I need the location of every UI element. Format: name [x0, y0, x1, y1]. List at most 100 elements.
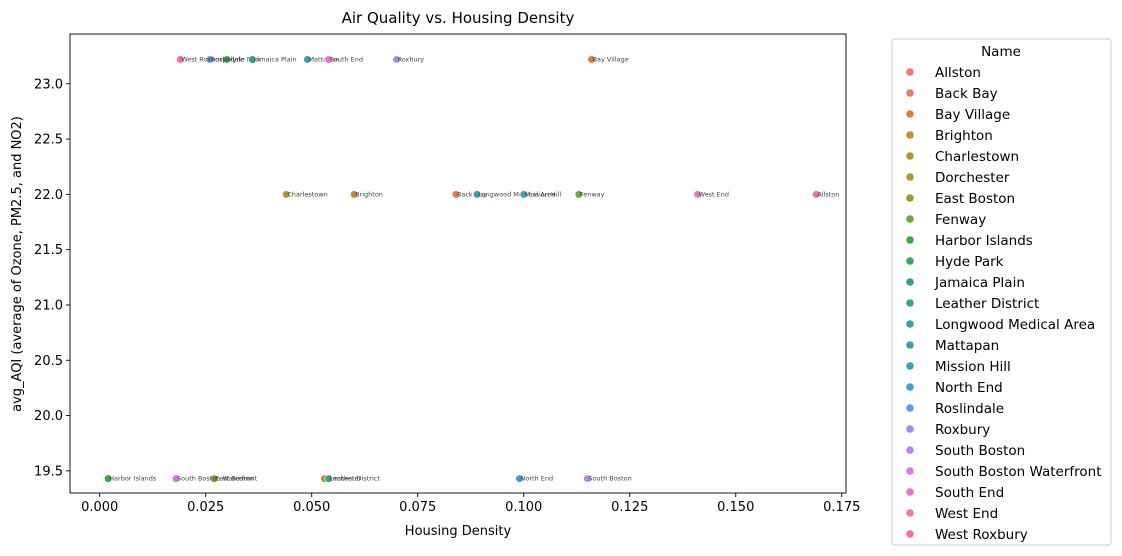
legend-swatch: [906, 257, 914, 265]
point-label: North End: [520, 475, 553, 483]
point-label: Charlestown: [287, 190, 327, 198]
point-marker: [205, 55, 215, 64]
legend-entry-label: Back Bay: [935, 86, 998, 102]
point-label: Harbor Islands: [109, 475, 157, 483]
legend-entry-label: South Boston: [935, 443, 1025, 459]
legend-entry-label: Harbor Islands: [935, 233, 1033, 249]
point-label: East Boston: [215, 475, 254, 483]
legend-entry-label: Mattapan: [935, 338, 999, 354]
legend-entry-label: Fenway: [935, 212, 986, 228]
point-label: South Boston Waterfront: [177, 475, 258, 483]
x-axis-label: Housing Density: [405, 524, 512, 539]
x-tick-label: 0.150: [717, 500, 754, 515]
legend-entry-label: Charlestown: [935, 149, 1019, 165]
point-marker: [515, 474, 524, 483]
legend-entry-label: West End: [935, 506, 998, 522]
y-tick-label: 21.5: [34, 243, 63, 258]
x-tick-label: 0.025: [187, 500, 224, 515]
point-label: Roslindale: [211, 55, 244, 63]
point-label: Dorchester: [325, 475, 361, 483]
point-label: Longwood Medical Area: [478, 190, 555, 198]
point-marker: [324, 55, 333, 64]
point-label: Fenway: [580, 190, 605, 198]
legend-swatch: [906, 89, 914, 97]
point-marker: [574, 190, 583, 199]
point-marker: [392, 55, 401, 64]
point-marker: [104, 474, 113, 483]
y-tick-label: 23.0: [34, 77, 63, 92]
legend-swatch: [906, 467, 914, 475]
y-tick-label: 21.0: [34, 298, 63, 313]
point-marker: [451, 190, 460, 199]
legend-entry-label: West Roxbury: [935, 527, 1028, 543]
legend-title: Name: [981, 44, 1021, 60]
point-label: Mission Hill: [525, 190, 562, 198]
legend-entry-label: East Boston: [935, 191, 1015, 207]
legend-swatch: [906, 383, 914, 391]
legend-entry-label: South Boston Waterfront: [935, 464, 1102, 480]
x-tick-label: 0.175: [823, 500, 860, 515]
legend-swatch: [906, 278, 914, 286]
legend-swatch: [906, 488, 914, 496]
legend-swatch: [906, 404, 914, 412]
data-points: Allston Back Bay Bay Village Brighton Charle…: [104, 55, 839, 483]
point-label: West End: [699, 190, 729, 198]
plot-area-frame: [69, 33, 847, 494]
y-axis-label: avg_AQI (average of Ozone, PM2.5, and NO…: [10, 116, 25, 412]
point-label: Brighton: [355, 190, 383, 198]
point-marker: [472, 190, 482, 199]
point-label: Back Bay: [457, 190, 487, 198]
legend-items: Allston Back Bay Bay Village Brighton Charle…: [906, 65, 1102, 543]
x-tick-label: 0.075: [399, 500, 436, 515]
legend-swatch: [906, 509, 914, 517]
y-tick-label: 22.5: [34, 133, 63, 148]
legend-entry-label: Roslindale: [935, 401, 1004, 417]
legend-entry-label: Longwood Medical Area: [935, 317, 1095, 333]
legend-swatch: [906, 173, 914, 181]
point-marker: [303, 55, 312, 64]
point-marker: [222, 55, 231, 64]
point-marker: [282, 190, 291, 199]
point-marker: [693, 190, 702, 199]
legend-entry-label: South End: [935, 485, 1004, 501]
point-label: Hyde Park: [228, 55, 261, 63]
point-marker: [587, 55, 596, 64]
legend-entry-label: Allston: [935, 65, 981, 81]
point-marker: [350, 190, 359, 199]
legend-swatch: [906, 215, 914, 223]
point-marker: [210, 474, 219, 483]
x-tick-label: 0.125: [611, 500, 648, 515]
legend-entry-label: North End: [935, 380, 1003, 396]
legend-swatch: [906, 236, 914, 244]
legend-swatch: [906, 68, 914, 76]
x-tick-label: 0.100: [505, 500, 542, 515]
point-marker: [519, 190, 528, 199]
legend-entry-label: Roxbury: [935, 422, 990, 438]
legend-swatch: [906, 110, 914, 118]
legend-swatch: [906, 152, 914, 160]
legend-entry-label: Leather District: [935, 296, 1039, 312]
legend-swatch: [906, 362, 914, 370]
legend-swatch: [906, 299, 914, 307]
legend: Name Allston Back Bay Bay Village Brighton C…: [891, 38, 1112, 546]
legend-swatch: [906, 131, 914, 139]
point-marker: [248, 55, 257, 64]
point-label: Roxbury: [398, 55, 425, 63]
point-label: Bay Village: [593, 55, 629, 63]
legend-frame: [891, 38, 1112, 546]
legend-swatch: [906, 530, 914, 538]
point-marker: [171, 474, 181, 483]
legend-entry-label: Brighton: [935, 128, 993, 144]
legend-swatch: [906, 320, 914, 328]
legend-swatch: [906, 194, 914, 202]
point-label: South Boston: [588, 475, 631, 483]
point-marker: [583, 474, 592, 483]
legend-entry-label: Jamaica Plain: [934, 275, 1025, 291]
legend-entry-label: Hyde Park: [935, 254, 1004, 270]
point-marker: [176, 55, 185, 64]
point-marker: [324, 474, 333, 483]
y-tick-label: 20.5: [34, 354, 63, 369]
legend-swatch: [906, 341, 914, 349]
point-label: West Roxbury: [181, 55, 226, 63]
y-axis-ticks: 19.5 20.0 20.5 21.0 21.5 22.0 22.5 23.0: [34, 77, 70, 479]
